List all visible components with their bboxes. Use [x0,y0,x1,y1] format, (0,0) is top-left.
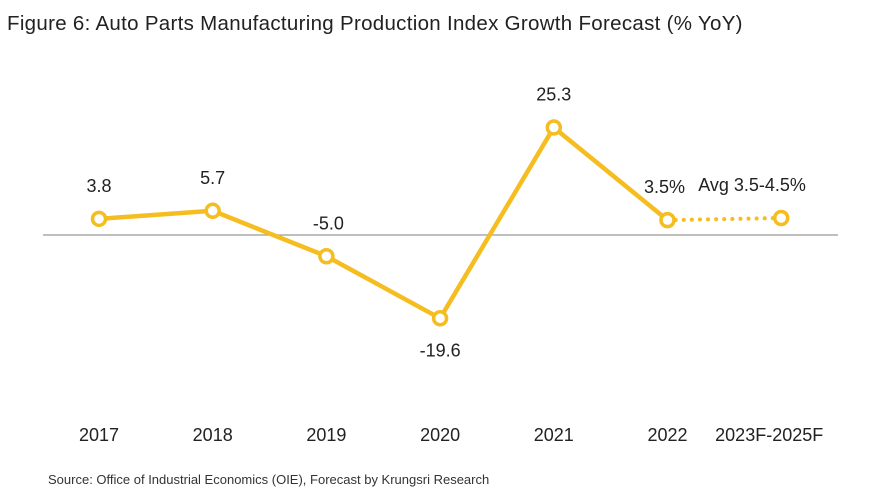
data-point-2023f-2025f [772,209,790,227]
x-axis-ticks: 2017 2018 2019 2020 2021 2022 2023F-2025F [79,425,823,445]
series-layer [96,125,784,321]
data-point-2021 [545,119,563,136]
data-label-2021: 25.3 [536,84,571,104]
chart-title: Figure 6: Auto Parts Manufacturing Produ… [7,12,743,35]
data-label-2022: 3.5% [644,177,685,197]
x-tick-2017: 2017 [79,425,119,445]
data-label-2018: 5.7 [200,168,225,188]
data-point-2018 [204,202,221,220]
data-label-layer: 3.8 5.7 -5.0 -19.6 25.3 3.5% Avg 3.5-4.5% [86,84,805,360]
data-label-2020: -19.6 [420,340,461,360]
series-line-forecast [665,216,784,223]
x-tick-2021: 2021 [534,425,574,445]
x-tick-2019: 2019 [306,425,346,445]
data-label-2019: -5.0 [313,213,344,233]
x-tick-2020: 2020 [420,425,460,445]
source-note: Source: Office of Industrial Economics (… [48,472,490,487]
data-label-2017: 3.8 [86,176,111,196]
data-point-2020 [431,310,449,327]
data-point-2019 [318,248,335,265]
data-label-2023f-2025f: Avg 3.5-4.5% [698,175,806,195]
series-line-actual [96,125,670,321]
x-tick-2018: 2018 [193,425,233,445]
x-tick-2023f-2025f: 2023F-2025F [715,425,823,445]
x-tick-2022: 2022 [647,425,687,445]
marker-layer [90,119,790,327]
data-point-2017 [90,210,108,228]
data-point-2022 [659,211,676,229]
